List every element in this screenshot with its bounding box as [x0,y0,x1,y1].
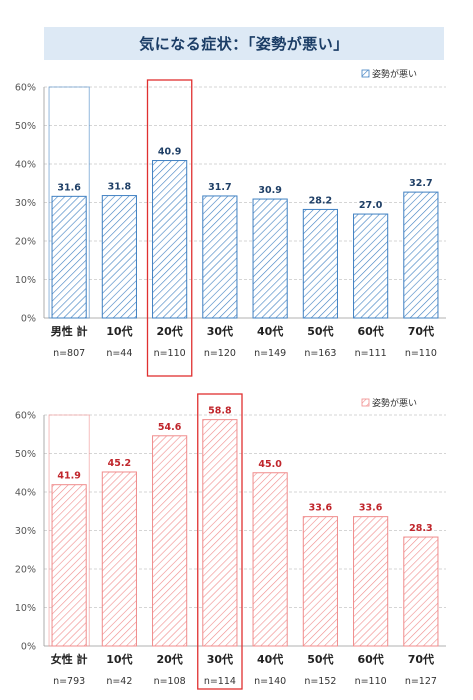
y-tick-label: 20% [15,565,36,576]
data-label: 28.3 [409,523,432,534]
sample-size-label: n=111 [355,348,387,359]
sample-size-label: n=120 [204,348,236,359]
data-label: 31.7 [208,182,231,193]
category-label: 60代 [357,324,383,338]
legend-swatch [361,69,370,78]
data-label: 45.2 [108,458,131,469]
sample-size-label: n=114 [204,676,236,687]
data-label: 28.2 [309,195,332,206]
bar [302,208,338,319]
bar [202,419,238,647]
category-label: 30代 [207,652,233,666]
y-tick-label: 40% [15,488,36,499]
data-label: 58.8 [208,406,232,417]
category-label: 60代 [357,652,383,666]
bar [51,195,87,319]
bar [353,213,389,319]
category-label: 50代 [307,324,333,338]
category-label: 30代 [207,324,233,338]
bar [403,191,439,319]
data-label: 33.6 [309,503,333,514]
legend-swatch [361,398,370,407]
data-label: 30.9 [258,185,281,196]
category-label: 女性 計 [51,652,88,666]
bar [202,195,238,319]
sample-size-label: n=110 [154,348,186,359]
sample-size-label: n=149 [254,348,286,359]
category-label: 40代 [257,652,283,666]
female-chart: 0% 10% 20% 30% 40% 50% 60% 姿勢が悪い 41.9 女性 計 n=793 45… [15,393,446,690]
data-label: 40.9 [158,147,181,158]
bar [101,471,137,647]
highlight-box [197,393,243,690]
y-tick-label: 50% [15,449,36,460]
y-tick-label: 50% [15,121,36,132]
bar [353,516,389,647]
data-label: 41.9 [57,471,80,482]
sample-size-label: n=127 [405,676,437,687]
y-tick-label: 20% [15,237,36,248]
bar [252,472,288,647]
y-tick-label: 30% [15,198,36,209]
category-label: 40代 [257,324,283,338]
bar [51,484,87,647]
category-label: 70代 [408,652,434,666]
y-tick-label: 40% [15,160,36,171]
y-tick-label: 10% [15,275,36,286]
sample-size-label: n=110 [405,348,437,359]
category-label: 10代 [106,652,132,666]
data-label: 32.7 [409,178,432,189]
y-tick-label: 0% [21,642,36,653]
bar [101,195,137,319]
category-label: 50代 [307,652,333,666]
sample-size-label: n=42 [106,676,132,687]
bar [252,198,288,319]
bar [302,516,338,647]
category-label: 70代 [408,324,434,338]
y-tick-label: 60% [15,83,36,94]
data-label: 45.0 [258,459,282,470]
category-label: 男性 計 [51,324,88,338]
data-label: 31.8 [108,182,132,193]
data-label: 33.6 [359,503,383,514]
chart-title: 気になる症状：「姿勢が悪い」 [44,27,444,60]
y-tick-label: 10% [15,603,36,614]
category-label: 20代 [156,652,182,666]
bar [152,160,188,319]
male-chart: 0% 10% 20% 30% 40% 50% 60% 姿勢が悪い 31.6 男性 計 n=807 31… [15,68,446,377]
bar [152,435,188,647]
sample-size-label: n=44 [106,348,132,359]
data-label: 31.6 [57,182,81,193]
sample-size-label: n=110 [355,676,387,687]
sample-size-label: n=140 [254,676,286,687]
y-tick-label: 0% [21,314,36,325]
data-label: 54.6 [158,422,182,433]
sample-size-label: n=163 [304,348,336,359]
sample-size-label: n=152 [304,676,336,687]
y-tick-label: 60% [15,411,36,422]
sample-size-label: n=108 [154,676,186,687]
legend-label: 姿勢が悪い [372,68,417,80]
legend-label: 姿勢が悪い [372,397,417,409]
bar [403,536,439,647]
data-label: 27.0 [359,200,383,211]
sample-size-label: n=793 [53,676,85,687]
sample-size-label: n=807 [53,348,85,359]
category-label: 10代 [106,324,132,338]
category-label: 20代 [156,324,182,338]
y-tick-label: 30% [15,526,36,537]
highlight-box [146,79,193,377]
